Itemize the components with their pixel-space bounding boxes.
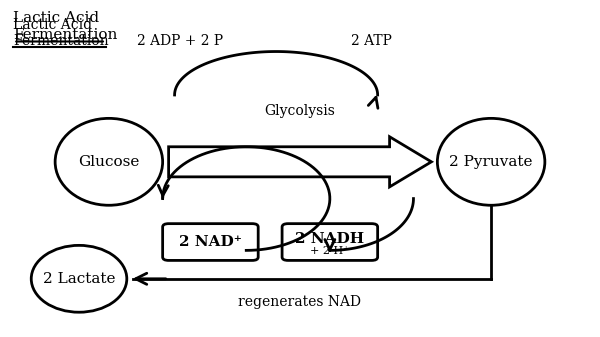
Text: Lactic Acid
Fermentation: Lactic Acid Fermentation	[13, 18, 109, 48]
Ellipse shape	[55, 118, 163, 205]
Text: 2 Pyruvate: 2 Pyruvate	[449, 155, 533, 169]
Text: 2 NAD⁺: 2 NAD⁺	[179, 235, 242, 249]
Text: + 2 H⁺: + 2 H⁺	[310, 246, 349, 256]
Text: 2 Lactate: 2 Lactate	[43, 272, 115, 286]
Text: Glycolysis: Glycolysis	[265, 104, 335, 118]
Text: regenerates NAD: regenerates NAD	[239, 295, 361, 309]
Ellipse shape	[437, 118, 545, 205]
Ellipse shape	[31, 245, 127, 312]
FancyBboxPatch shape	[282, 224, 377, 261]
Text: 2 NADH: 2 NADH	[295, 232, 364, 246]
Polygon shape	[169, 137, 431, 187]
Text: Lactic Acid
Fermentation: Lactic Acid Fermentation	[13, 11, 118, 41]
Text: 2 ADP + 2 P: 2 ADP + 2 P	[137, 34, 224, 49]
Text: 2 ATP: 2 ATP	[351, 34, 392, 49]
Text: Glucose: Glucose	[78, 155, 140, 169]
FancyBboxPatch shape	[163, 224, 258, 261]
